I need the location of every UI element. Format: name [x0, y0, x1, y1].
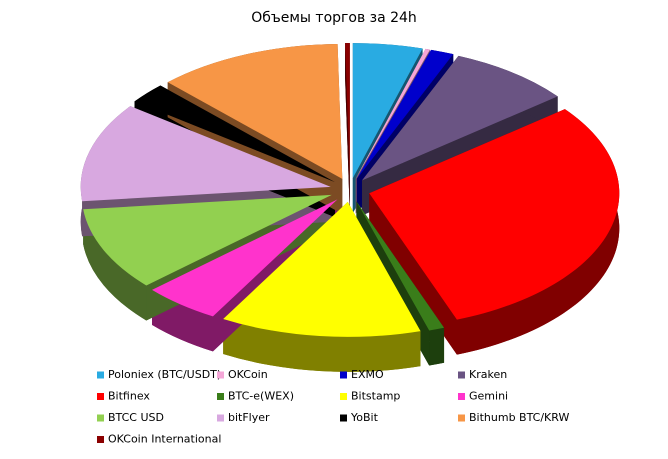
- slice: [352, 43, 423, 179]
- slice: [83, 194, 332, 286]
- legend-label: BTC-e(WEX): [228, 390, 294, 403]
- slice: [369, 109, 620, 320]
- slice-rim: [223, 318, 421, 372]
- legend-label: YoBit: [350, 411, 379, 424]
- legend-swatch: [97, 371, 104, 379]
- legend-swatch: [458, 371, 465, 379]
- legend-label: Bitstamp: [351, 390, 400, 403]
- legend-label: Poloniex (BTC/USDT): [108, 368, 221, 381]
- slice: [223, 201, 421, 337]
- legend-label: Bithumb BTC/KRW: [469, 411, 569, 424]
- slice: [345, 43, 350, 179]
- legend-label: OKCoin: [228, 368, 268, 381]
- legend-swatch: [217, 393, 224, 400]
- slice: [134, 85, 335, 183]
- slice: [362, 55, 558, 181]
- legend-swatch: [97, 436, 104, 443]
- legend-swatch: [97, 414, 104, 422]
- slice: [356, 201, 445, 331]
- slice-rim: [83, 209, 147, 321]
- legend-label: BTCC USD: [108, 411, 164, 424]
- legend-swatch: [217, 414, 224, 422]
- slice-wall: [369, 193, 457, 355]
- legend-swatch: [217, 371, 224, 379]
- legend-label: bitFlyer: [228, 411, 270, 424]
- slice-wall: [345, 43, 350, 214]
- legend-label: Kraken: [469, 368, 507, 381]
- slice: [356, 49, 454, 179]
- legend-swatch: [340, 393, 347, 400]
- legend-swatch: [340, 414, 347, 422]
- slice-rim: [456, 109, 620, 355]
- chart-title: Объемы торгов за 24h: [251, 10, 417, 26]
- slice: [167, 43, 343, 179]
- legend-label: EXMO: [351, 368, 384, 381]
- slice: [355, 48, 431, 179]
- slice: [152, 199, 338, 317]
- slice: [80, 106, 331, 202]
- legend-swatch: [340, 371, 347, 379]
- legend-swatch: [458, 414, 465, 422]
- legend-label: Bitfinex: [108, 390, 150, 403]
- legend-label: OKCoin International: [108, 433, 221, 446]
- legend-swatch: [458, 393, 465, 400]
- slice-rim: [429, 327, 445, 366]
- legend-swatch: [97, 393, 104, 400]
- legend-label: Gemini: [469, 390, 508, 403]
